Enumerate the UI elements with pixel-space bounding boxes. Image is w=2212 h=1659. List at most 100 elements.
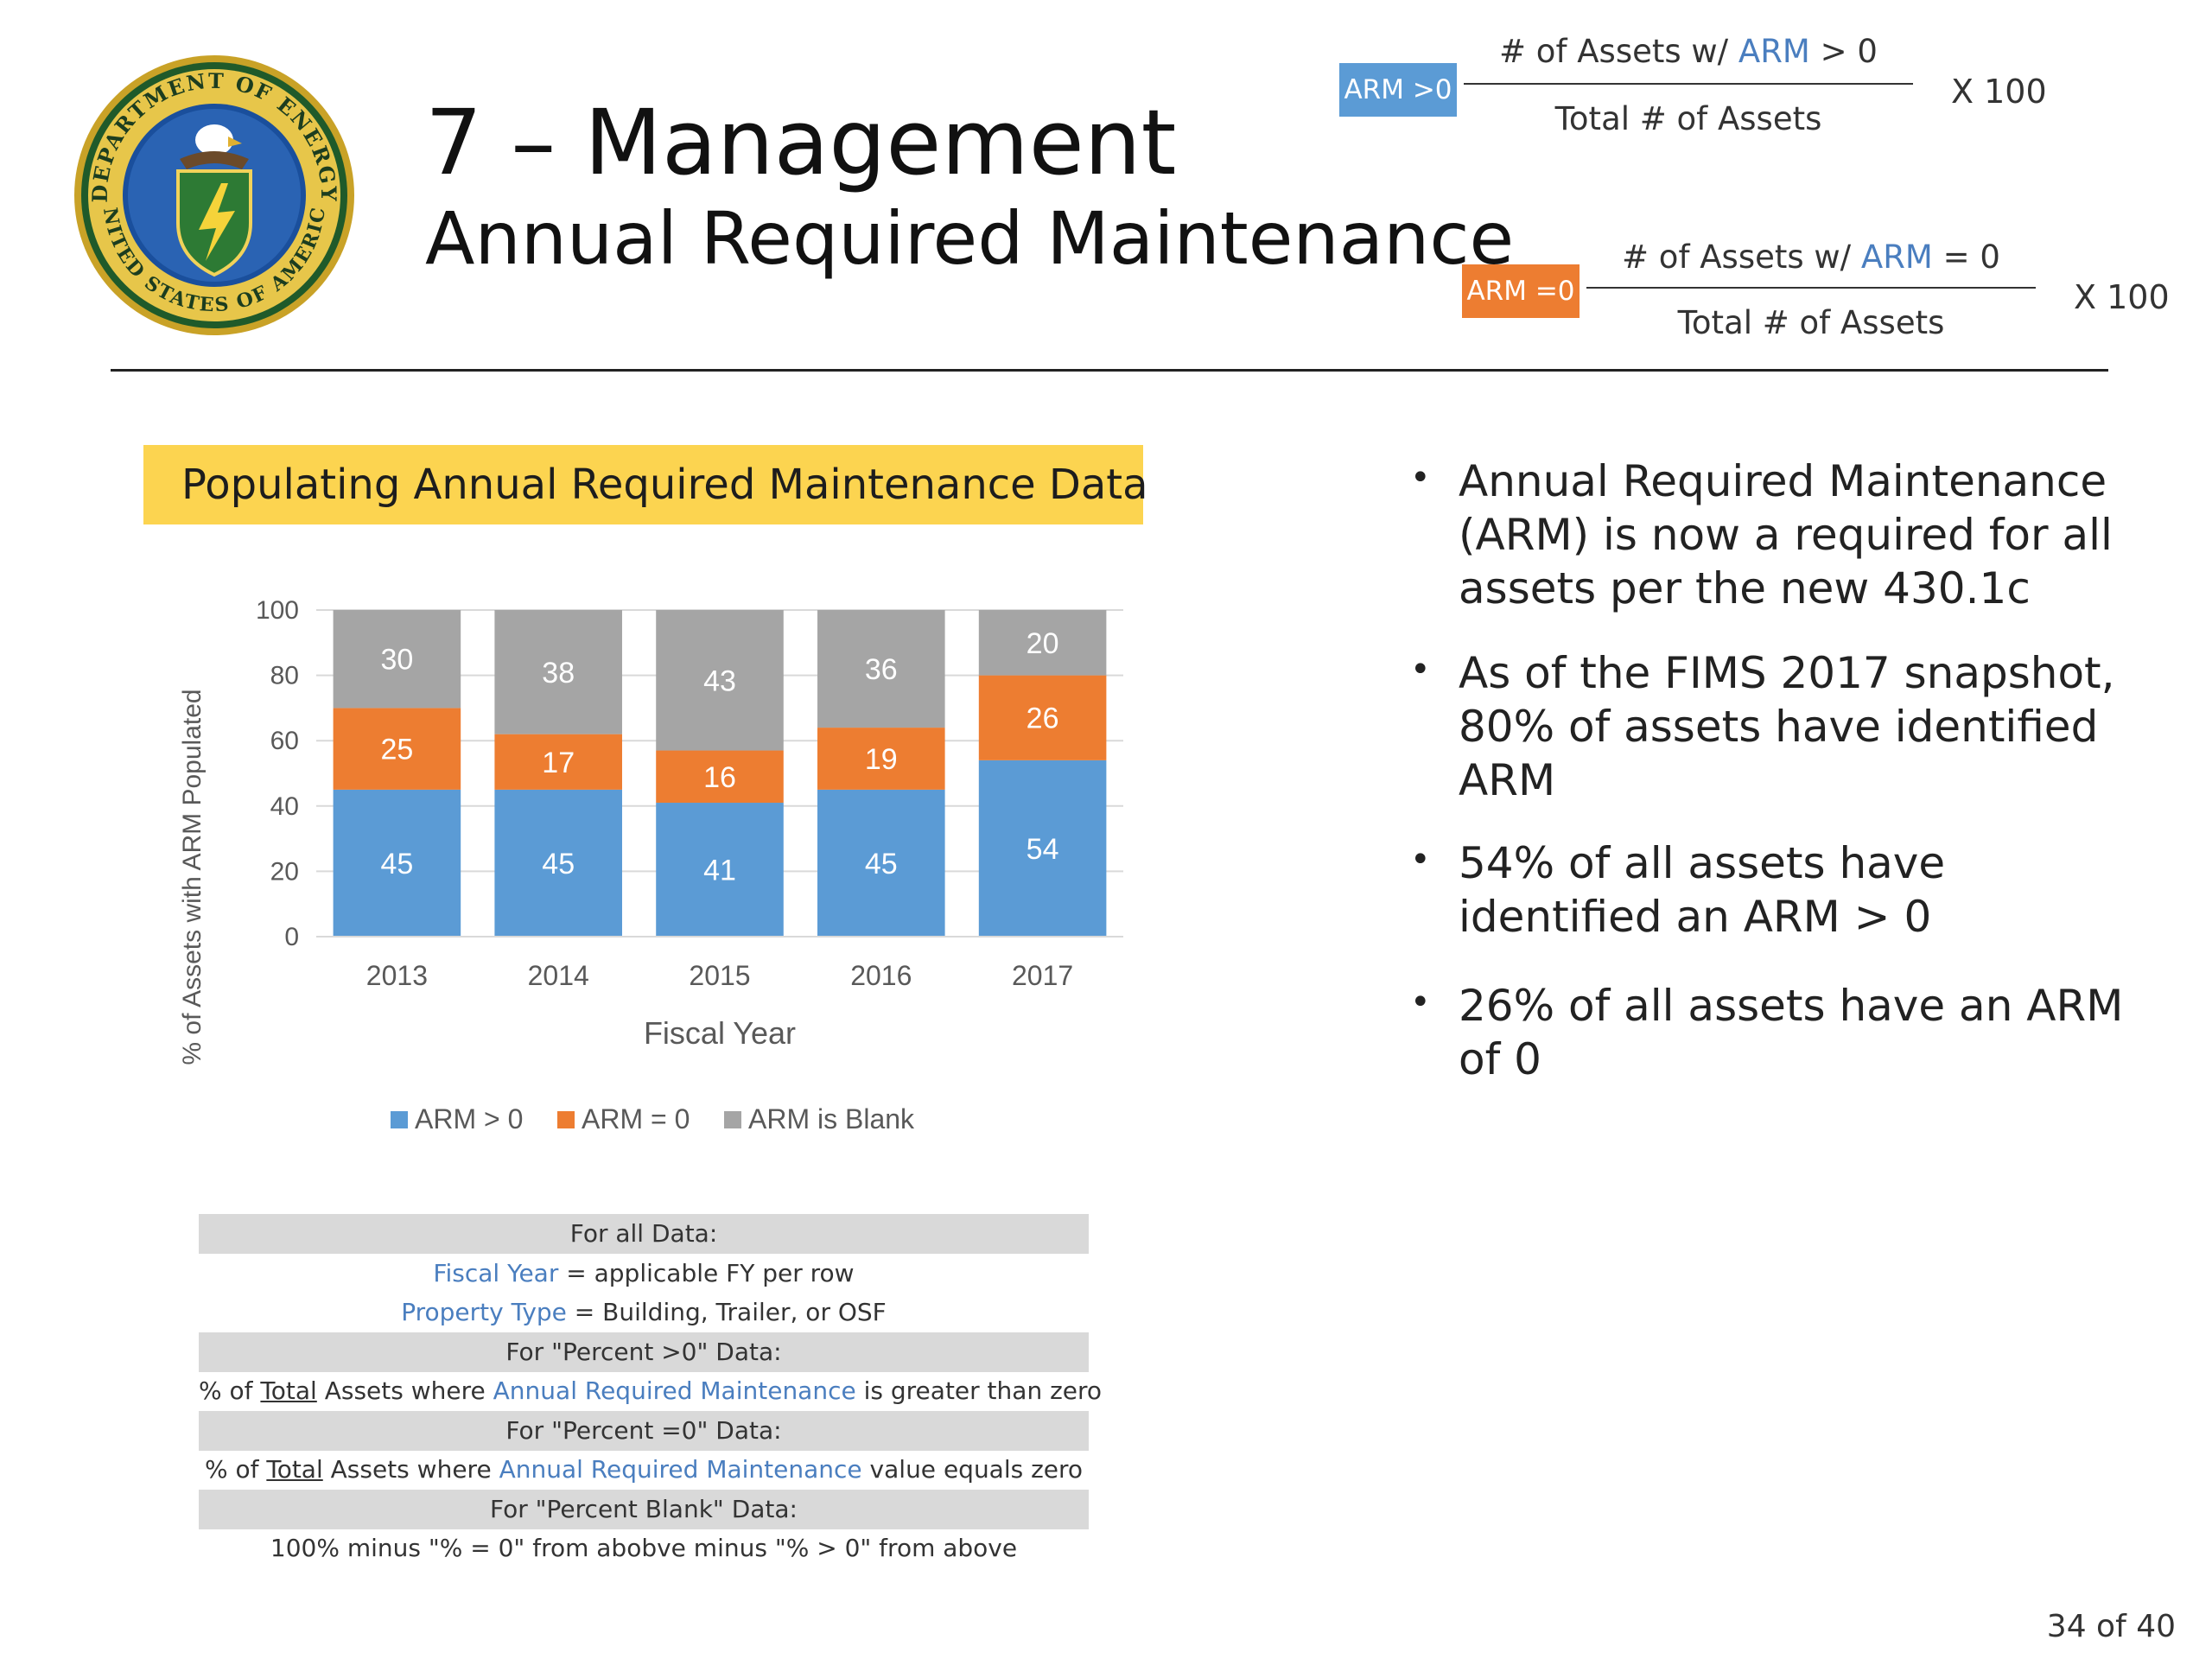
bullet-text: 54% of all assets have identified an ARM … (1459, 836, 2081, 944)
definition-text: is greater than zero (855, 1376, 1103, 1405)
bar-segment (656, 610, 784, 751)
header-divider (111, 369, 2108, 372)
bar-segment (817, 728, 945, 790)
legend-swatch (724, 1111, 741, 1128)
legend-label: ARM > 0 (415, 1103, 523, 1135)
x-tick-label: 2014 (528, 960, 589, 991)
bar-segment (656, 750, 784, 804)
page-subtitle: Annual Required Maintenance (425, 196, 1515, 281)
data-label: 45 (542, 848, 575, 880)
formula-multiplier: X 100 (1951, 73, 2047, 111)
definition-text: = applicable FY per row (558, 1258, 855, 1287)
y-tick-label: 60 (270, 727, 299, 755)
bar-segment (817, 610, 945, 728)
bullet-text: 26% of all assets have an ARM of 0 (1459, 979, 2124, 1086)
bullet-line: 26% of all assets have an ARM (1459, 981, 2124, 1031)
bullet-marker: • (1410, 982, 1431, 1022)
formula-numerator-arm-eq0: # of Assets w/ ARM = 0 (1622, 238, 2000, 276)
chart-banner: Populating Annual Required Maintenance D… (143, 445, 1148, 524)
data-label: 30 (380, 644, 413, 677)
y-tick-label: 40 (270, 792, 299, 821)
x-tick-label: 2017 (1012, 960, 1073, 991)
definition-row: Property Type = Building, Trailer, or OS… (199, 1293, 1089, 1332)
bullet-line: ARM (1459, 755, 1556, 805)
bullet-line: As of the FIMS 2017 snapshot, (1459, 648, 2115, 698)
definition-section-header: For "Percent >0" Data: (199, 1332, 1089, 1372)
definition-row: Fiscal Year = applicable FY per row (199, 1254, 1089, 1294)
bullet-line: identified an ARM > 0 (1459, 892, 1932, 942)
definition-text: Assets where (316, 1376, 493, 1405)
bullet-line: 80% of assets have identified (1459, 702, 2099, 752)
y-tick-label: 100 (256, 596, 299, 625)
bar-segment (978, 675, 1107, 760)
bar-segment (978, 760, 1107, 937)
x-tick-label: 2016 (850, 960, 912, 991)
data-label: 25 (380, 734, 413, 766)
definition-text: = Building, Trailer, or OSF (566, 1298, 887, 1326)
definition-text: For all Data: (569, 1219, 718, 1248)
y-axis-title: % of Assets with ARM Populated (178, 689, 207, 1065)
bullet-text: As of the FIMS 2017 snapshot, 80% of asse… (1459, 646, 2115, 807)
definition-section-header: For "Percent Blank" Data: (199, 1489, 1089, 1529)
bar-segment (656, 803, 784, 937)
bullet-line: of 0 (1459, 1034, 1541, 1084)
x-axis-title: Fiscal Year (644, 1015, 796, 1051)
data-label: 36 (865, 653, 898, 686)
bullet-line: 54% of all assets have (1459, 838, 1946, 888)
bullet-line: Annual Required Maintenance (1459, 456, 2107, 506)
definition-row: 100% minus "% = 0" from abobve minus "% … (199, 1529, 1089, 1568)
formula-denominator-arm-gt0: Total # of Assets (1554, 100, 1822, 137)
definition-text: For "Percent >0" Data: (505, 1337, 782, 1366)
definition-row: % of Total Assets where Annual Required … (199, 1450, 1089, 1490)
formula-multiplier: X 100 (2074, 278, 2170, 316)
definition-text: Total (266, 1455, 323, 1484)
definition-term: Annual Required Maintenance (493, 1376, 856, 1405)
definition-row: % of Total Assets where Annual Required … (199, 1371, 1102, 1411)
formula-badge-arm-eq0: ARM =0 (1462, 264, 1580, 318)
bar-segment (333, 789, 461, 937)
y-tick-label: 0 (284, 923, 299, 951)
y-tick-label: 80 (270, 662, 299, 690)
legend-label: ARM is Blank (748, 1103, 915, 1135)
data-label: 19 (865, 743, 898, 776)
definition-text: % of (199, 1376, 261, 1405)
legend-label: ARM = 0 (582, 1103, 690, 1135)
bullet-text: Annual Required Maintenance (ARM) is now … (1459, 454, 2113, 615)
bar-segment (494, 789, 622, 937)
bar-segment (494, 734, 622, 790)
data-label: 45 (380, 848, 413, 880)
data-label: 16 (703, 761, 736, 794)
data-label: 45 (865, 848, 898, 880)
x-tick-label: 2015 (689, 960, 750, 991)
bar-segment (978, 610, 1107, 676)
bullet-line: (ARM) is now a required for all (1459, 510, 2113, 560)
bullet-marker: • (1410, 840, 1431, 880)
bar-segment (817, 789, 945, 937)
definition-text: Assets where (322, 1455, 499, 1484)
data-label: 26 (1027, 702, 1059, 735)
bar-segment (333, 610, 461, 709)
doe-seal-logo: DEPARTMENT OF ENERGY UNITED STATES OF AM… (73, 54, 354, 335)
definition-text: For "Percent Blank" Data: (490, 1494, 798, 1523)
legend-swatch (557, 1111, 575, 1128)
stacked-bar-chart: 0 20 40 60 80 100 45 25 30 2013 45 17 38 2014 41 16 43 20… (178, 596, 1123, 1135)
definition-text: 100% minus "% = 0" from abobve minus "% … (270, 1534, 1018, 1562)
definition-text: For "Percent =0" Data: (505, 1415, 782, 1445)
formula-fraction-line (1464, 83, 1913, 85)
data-label: 17 (542, 747, 575, 779)
definition-section-header: For all Data: (199, 1214, 1089, 1254)
formula-badge-arm-gt0: ARM >0 (1339, 63, 1457, 117)
legend-swatch (391, 1111, 408, 1128)
definition-text: Total (260, 1376, 317, 1405)
formula-fraction-line (1586, 287, 2036, 289)
bullet-marker: • (1410, 458, 1431, 498)
definition-term: Annual Required Maintenance (499, 1455, 862, 1484)
definition-text: % of (204, 1455, 267, 1484)
x-tick-label: 2013 (366, 960, 428, 991)
bar-segment (494, 610, 622, 734)
formula-denominator-arm-eq0: Total # of Assets (1677, 304, 1945, 341)
data-label: 38 (542, 657, 575, 690)
bullet-marker: • (1410, 650, 1431, 690)
formula-numerator-arm-gt0: # of Assets w/ ARM > 0 (1499, 33, 1878, 70)
y-tick-label: 20 (270, 857, 299, 886)
